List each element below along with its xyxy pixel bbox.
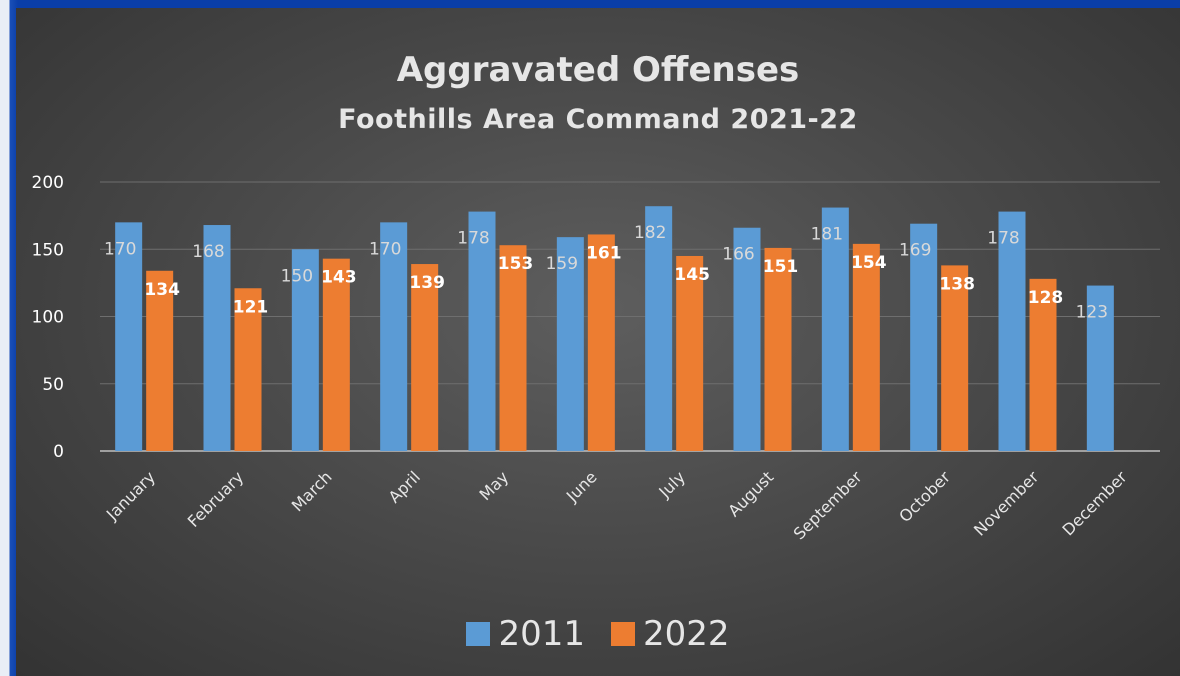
bar-2022-september (852, 243, 880, 451)
x-tick-label: July (655, 467, 689, 501)
legend-swatch-2011 (466, 622, 491, 646)
legend-label-2022: 2022 (643, 614, 730, 654)
bar-2011-march (291, 249, 319, 451)
legend: 2011 2022 (16, 614, 1180, 654)
data-label-2022: 134 (144, 280, 180, 300)
data-label-2011: 169 (899, 241, 931, 261)
legend-item-2022: 2022 (611, 614, 730, 654)
data-label-2011: 170 (104, 239, 136, 259)
chart-subtitle: Foothills Area Command 2021-22 (338, 104, 858, 135)
data-label-2011: 168 (192, 242, 224, 262)
bar-2011-april (380, 222, 408, 451)
legend-swatch-2022 (611, 622, 635, 646)
data-label-2011: 178 (457, 229, 489, 249)
data-label-2011: 182 (634, 223, 666, 243)
data-label-2022: 154 (851, 253, 887, 273)
bar-2011-june (556, 237, 584, 451)
bar-2022-april (411, 264, 439, 451)
bar-2022-may (499, 245, 527, 451)
bar-2011-february (203, 225, 231, 451)
y-tick-label: 0 (53, 442, 64, 462)
bar-2011-may (468, 211, 496, 451)
data-label-2022: 138 (939, 274, 975, 294)
x-tick-label: September (790, 467, 866, 543)
x-tick-label: June (562, 467, 601, 506)
x-tick-label: December (1059, 467, 1131, 539)
bar-2022-august (764, 247, 792, 451)
data-label-2022: 143 (321, 268, 357, 288)
bar-2011-september (821, 207, 849, 451)
data-label-2022: 161 (586, 243, 622, 263)
plot-area: 0 50 100 150 200 170 134 January 168 121 February 1… (32, 173, 1160, 543)
spreadsheet-edge (0, 0, 18, 676)
data-label-2011: 159 (546, 254, 578, 274)
bar-2011-october (910, 223, 938, 451)
data-label-2022: 145 (674, 265, 710, 285)
data-label-2011: 181 (811, 225, 843, 245)
x-tick-label: November (970, 467, 1043, 540)
bar-2022-october (941, 265, 969, 451)
bar-2011-january (115, 222, 143, 451)
y-tick-label: 50 (42, 375, 64, 395)
chart-area[interactable]: Aggravated Offenses Foothills Area Comma… (16, 8, 1180, 676)
x-tick-label: February (184, 467, 248, 531)
x-tick-label: April (385, 467, 424, 506)
data-label-2022: 153 (498, 254, 534, 274)
x-tick-label: May (476, 467, 513, 504)
data-label-2011: 166 (722, 245, 754, 265)
data-label-2011: 170 (369, 239, 401, 259)
y-tick-label: 100 (32, 308, 64, 328)
data-label-2011: 123 (1076, 303, 1108, 323)
bar-2011-november (998, 211, 1026, 451)
data-label-2011: 178 (987, 229, 1019, 249)
data-label-2022: 139 (409, 273, 445, 293)
data-label-2022: 151 (763, 257, 799, 277)
data-label-2022: 121 (233, 297, 269, 317)
y-tick-label: 200 (32, 173, 64, 193)
bar-2011-august (733, 227, 761, 451)
legend-label-2011: 2011 (498, 614, 585, 654)
bar-2022-november (1029, 278, 1057, 451)
x-tick-label: March (288, 467, 336, 515)
bar-2022-february (234, 288, 262, 451)
data-label-2022: 128 (1028, 288, 1064, 308)
bar-2022-june (587, 234, 615, 451)
bar-2022-january (146, 270, 174, 451)
x-tick-label: October (895, 467, 954, 526)
bar-2022-march (322, 258, 350, 451)
x-tick-label: August (724, 467, 777, 520)
bar-2022-july (676, 255, 704, 451)
data-label-2011: 150 (281, 266, 313, 286)
bar-2011-july (645, 206, 673, 451)
legend-item-2011: 2011 (466, 614, 585, 654)
y-tick-label: 150 (32, 240, 64, 260)
chart-title: Aggravated Offenses (396, 50, 800, 90)
x-tick-label: January (102, 467, 159, 524)
bar-2011-december (1086, 285, 1114, 451)
